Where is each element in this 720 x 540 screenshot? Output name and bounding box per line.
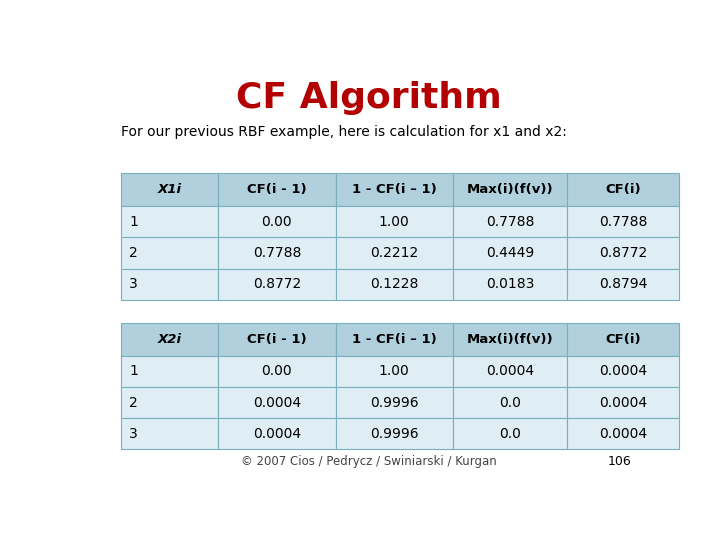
Text: CF(i): CF(i) <box>605 183 641 196</box>
Bar <box>218 238 336 268</box>
Text: 0.0183: 0.0183 <box>486 277 534 291</box>
Text: 0.8794: 0.8794 <box>599 277 647 291</box>
Bar <box>218 206 336 238</box>
Bar <box>218 322 336 356</box>
Text: 1 - CF(i – 1): 1 - CF(i – 1) <box>352 333 436 346</box>
Bar <box>453 268 567 300</box>
Bar <box>336 356 453 387</box>
Text: 1.00: 1.00 <box>379 364 410 379</box>
Bar <box>336 238 453 268</box>
Text: 1: 1 <box>129 364 138 379</box>
Text: 3: 3 <box>129 277 138 291</box>
Bar <box>453 356 567 387</box>
Bar <box>218 173 336 206</box>
Bar <box>453 418 567 449</box>
Text: Max(i)(f(v)): Max(i)(f(v)) <box>467 183 553 196</box>
Text: 3: 3 <box>129 427 138 441</box>
Text: 2: 2 <box>129 396 138 410</box>
Bar <box>336 387 453 418</box>
Text: 0.9996: 0.9996 <box>370 396 418 410</box>
Bar <box>567 387 679 418</box>
Text: X2i: X2i <box>158 333 181 346</box>
Text: X1i: X1i <box>158 183 181 196</box>
Text: 1: 1 <box>129 215 138 229</box>
Text: 2: 2 <box>129 246 138 260</box>
Text: 0.0004: 0.0004 <box>486 364 534 379</box>
Bar <box>218 418 336 449</box>
Bar <box>567 173 679 206</box>
Text: CF(i): CF(i) <box>605 333 641 346</box>
Bar <box>567 418 679 449</box>
Text: 0.0: 0.0 <box>499 396 521 410</box>
Bar <box>567 356 679 387</box>
Text: 0.0004: 0.0004 <box>253 396 301 410</box>
Text: For our previous RBF example, here is calculation for x1 and x2:: For our previous RBF example, here is ca… <box>121 125 567 139</box>
Text: 0.8772: 0.8772 <box>599 246 647 260</box>
Text: 1.00: 1.00 <box>379 215 410 229</box>
Text: 106: 106 <box>608 455 631 468</box>
Text: 0.7788: 0.7788 <box>486 215 534 229</box>
Bar <box>453 322 567 356</box>
Text: 0.9996: 0.9996 <box>370 427 418 441</box>
Bar <box>453 206 567 238</box>
Bar <box>453 387 567 418</box>
Bar <box>567 238 679 268</box>
Text: 0.00: 0.00 <box>261 215 292 229</box>
Text: 0.0004: 0.0004 <box>253 427 301 441</box>
Bar <box>453 173 567 206</box>
Text: 0.1228: 0.1228 <box>370 277 418 291</box>
Text: 0.00: 0.00 <box>261 364 292 379</box>
Bar <box>453 238 567 268</box>
Text: 0.7788: 0.7788 <box>599 215 647 229</box>
Bar <box>567 268 679 300</box>
Bar <box>121 268 218 300</box>
Bar <box>218 268 336 300</box>
Text: 0.8772: 0.8772 <box>253 277 301 291</box>
Bar <box>567 322 679 356</box>
Bar <box>121 173 218 206</box>
Text: 0.7788: 0.7788 <box>253 246 301 260</box>
Text: CF(i - 1): CF(i - 1) <box>247 333 307 346</box>
Bar <box>121 356 218 387</box>
Text: 0.2212: 0.2212 <box>370 246 418 260</box>
Text: 0.4449: 0.4449 <box>486 246 534 260</box>
Text: 0.0004: 0.0004 <box>599 396 647 410</box>
Bar <box>336 206 453 238</box>
Bar <box>336 418 453 449</box>
Text: © 2007 Cios / Pedrycz / Swiniarski / Kurgan: © 2007 Cios / Pedrycz / Swiniarski / Kur… <box>241 455 497 468</box>
Text: Max(i)(f(v)): Max(i)(f(v)) <box>467 333 553 346</box>
Bar <box>121 322 218 356</box>
Bar <box>121 387 218 418</box>
Text: 0.0004: 0.0004 <box>599 364 647 379</box>
Bar <box>567 206 679 238</box>
Bar <box>336 268 453 300</box>
Bar <box>121 238 218 268</box>
Bar <box>336 322 453 356</box>
Text: 1 - CF(i – 1): 1 - CF(i – 1) <box>352 183 436 196</box>
Text: 0.0004: 0.0004 <box>599 427 647 441</box>
Bar <box>121 206 218 238</box>
Text: CF Algorithm: CF Algorithm <box>236 82 502 116</box>
Bar <box>336 173 453 206</box>
Text: 0.0: 0.0 <box>499 427 521 441</box>
Bar <box>121 418 218 449</box>
Bar <box>218 356 336 387</box>
Text: CF(i - 1): CF(i - 1) <box>247 183 307 196</box>
Bar <box>218 387 336 418</box>
